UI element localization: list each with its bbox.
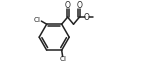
- Text: Cl: Cl: [34, 17, 41, 23]
- Text: O: O: [84, 13, 90, 22]
- Text: O: O: [76, 1, 82, 10]
- Text: Cl: Cl: [60, 56, 67, 62]
- Text: O: O: [65, 1, 70, 10]
